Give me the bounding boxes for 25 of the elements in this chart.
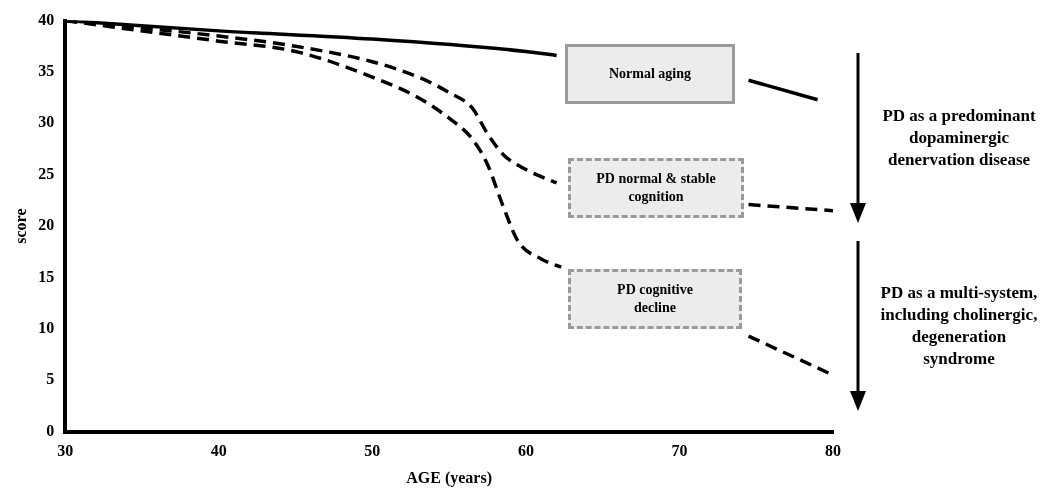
annotation: PD cognitive decline: [616, 281, 694, 317]
y-tick-label: 40: [38, 10, 55, 28]
text: PD as a predominant dopaminergic denervation disease: [881, 105, 1037, 171]
y-tick-label: 25: [38, 164, 55, 182]
x-tick-label: 60: [517, 442, 534, 460]
y-tick-label: 10: [38, 318, 55, 336]
y-tick-label: 15: [38, 267, 55, 285]
x-tick-label: 50: [364, 442, 381, 460]
text: PD as a multi-system, including cholinergic, degeneration syndrome: [879, 282, 1039, 370]
label-box: Normal aging: [565, 44, 735, 104]
x-tick-label: 70: [671, 442, 688, 460]
y-tick-label: 5: [46, 370, 55, 388]
x-tick-label: 40: [210, 442, 227, 460]
annotation: PD normal & stable cognition: [596, 170, 716, 206]
x-tick-label: 30: [57, 442, 74, 460]
x-axis-title: AGE (years): [406, 468, 492, 487]
y-axis-title: score: [11, 208, 29, 244]
annotation: Normal aging: [607, 65, 693, 83]
y-tick-label: 0: [46, 421, 55, 439]
label-box: PD normal & stable cognition: [568, 158, 744, 218]
label-box: PD cognitive decline: [568, 269, 742, 329]
y-tick-label: 20: [38, 216, 55, 234]
x-tick-label: 80: [825, 442, 841, 460]
y-tick-label: 35: [38, 62, 55, 80]
y-tick-label: 30: [38, 113, 55, 131]
